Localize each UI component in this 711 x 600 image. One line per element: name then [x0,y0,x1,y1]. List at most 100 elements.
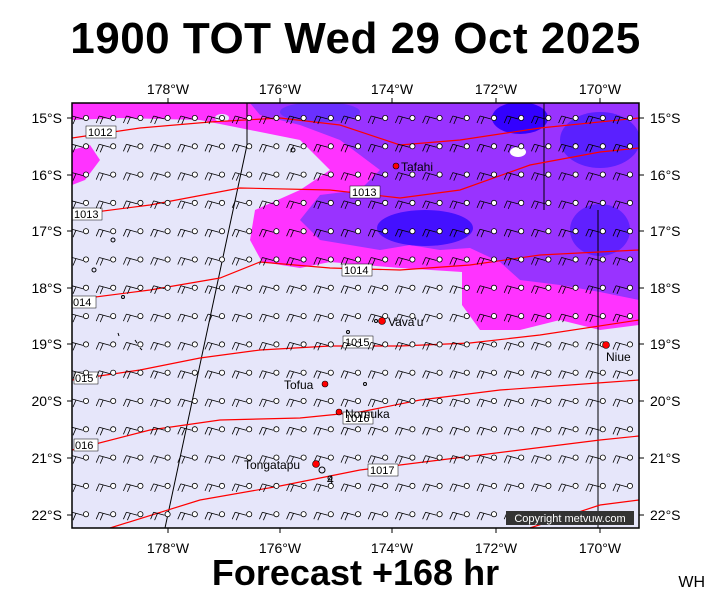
wind-barb-station [327,369,334,376]
wind-barbs [72,115,634,521]
wind-barb-station [382,228,389,235]
wind-barb [286,257,301,266]
wind-barb [503,285,519,294]
wind-barb-station [246,171,253,178]
wind-barb [531,200,546,210]
wind-barb-station [436,171,443,178]
wind-barb-station [518,397,525,404]
wind-barb [585,228,600,238]
wind-barb-station [218,369,225,376]
wind-barb [531,257,546,266]
wind-barb-station [518,369,525,376]
marker-nomuka [335,408,343,416]
wind-barb-station [164,171,171,178]
wind-barb [204,172,220,181]
wind-barb [313,511,328,521]
wind-barb-station [627,284,634,291]
wind-barb [123,115,138,125]
wind-barb [340,115,356,125]
wind-barb-station [599,115,606,122]
wind-barb-station [164,284,171,291]
wind-barb-station [490,454,497,461]
wind-barb [449,483,464,493]
wind-barb-station [300,143,307,150]
wind-barb [204,115,220,125]
wind-barb-station [545,284,552,291]
wind-barb [231,426,247,436]
wind-barb [231,172,247,181]
wind-barb-station [110,369,117,376]
wind-barb-station [273,199,280,206]
wind-barb [422,172,437,181]
wind-barb [476,172,492,181]
wind-barb [449,342,464,351]
bottom-lon-174: 174°W [371,540,414,556]
wind-barb [612,228,628,238]
wind-barb [367,285,383,294]
wind-barb [476,115,492,125]
wind-barb-station [218,171,225,178]
wind-barb-station [545,256,552,263]
right-lat-15: 15°S [650,110,681,126]
wind-barb [395,455,410,464]
wind-barb [395,511,410,521]
wind-barb [123,172,138,181]
wind-barb-station [327,511,334,518]
wind-barb-station [463,171,470,178]
wind-barb-station [518,284,525,291]
wind-barb-station [246,115,253,122]
right-lat-18: 18°S [650,280,681,296]
wind-barb [259,115,274,125]
wind-barb [476,285,492,294]
wind-barb [476,257,492,266]
copyright-text: Copyright metvuw.com [514,513,625,525]
wind-barb-station [354,313,361,320]
dry-hole-1 [510,147,526,157]
wind-barb [123,257,138,266]
wind-barb [585,257,600,266]
wind-barb-station [627,313,634,320]
wind-barb [95,455,111,464]
wind-barb [313,257,328,266]
wind-barb [259,143,274,153]
wind-barb [286,172,301,181]
wind-barb-station [300,341,307,348]
label-niue: Niue [606,350,631,364]
wind-barb-station [490,171,497,178]
wind-barb-station [627,171,634,178]
wind-barb-station [354,454,361,461]
precip-area-medium [250,103,639,300]
wind-barb [395,172,410,181]
wind-barb-station [110,313,117,320]
wind-barb [72,200,84,210]
wind-barb-station [599,171,606,178]
wind-barb-station [436,199,443,206]
isobar-1012 [72,117,639,146]
wind-barb [476,426,492,436]
wind-barb [177,143,192,153]
wind-barb [231,455,247,464]
wind-barb [531,313,546,323]
wind-barb-station [300,482,307,489]
wind-barb [395,228,410,238]
wind-barb [286,426,301,436]
wind-barb-station [436,511,443,518]
wind-barb-station [354,369,361,376]
forecast-label: Forecast +168 hr [211,552,500,593]
bottom-lon-labels: 178°W 176°W 174°W 172°W 170°W [147,540,622,556]
wind-barb-station [300,313,307,320]
wind-barb [422,455,437,464]
wind-barb [340,342,356,351]
isobar-label-1016-a: 1016 [345,413,369,425]
wind-barb [123,370,138,379]
wind-barb-station [164,256,171,263]
wind-barb [95,228,111,238]
wind-barb [367,426,383,436]
wind-barb [150,313,165,323]
wind-barb [231,483,247,493]
isobar-label-1012: 1012 [88,127,112,139]
wind-barb-station [83,341,90,348]
wind-barb [340,455,356,464]
wind-barb [367,342,383,351]
wind-barb-station [246,313,253,320]
